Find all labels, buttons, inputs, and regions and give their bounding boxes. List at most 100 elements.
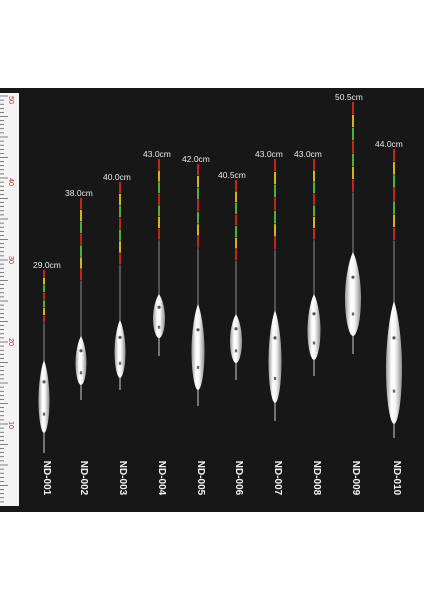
float-item [191,164,205,406]
float-tip-segment [43,277,45,285]
ruler-ticks [0,95,8,503]
float-logo-mark [234,349,238,353]
float-model-label: ND-007 [272,461,283,496]
float-tip-segment [352,102,354,115]
float-model-label: ND-009 [350,461,361,496]
float-body-highlight [352,273,354,315]
ruler-strip [0,93,19,506]
float-item [230,180,242,380]
float-tip-segment [43,300,45,308]
float-length-label: 44.0cm [375,139,403,149]
float-tip-segment [235,203,237,214]
float-model-label: ND-001 [41,461,52,496]
float-tip-segment [158,217,160,228]
float-tip-segment [352,140,354,154]
ruler-number-10: 10 [7,421,14,429]
float-logo-mark [118,335,122,339]
float-body-highlight [274,333,276,380]
float-tip-segment [274,224,276,237]
float-tip-segment [313,193,315,205]
product-photo: 50 40 30 20 10 29.0cm 38.0cm 40.0cm 43.0… [0,88,424,512]
float-model-label: ND-008 [311,461,322,496]
float-tip-segment [274,172,276,185]
float-tip-segment [313,205,315,217]
ruler-number-50: 50 [7,96,14,104]
float-logo-mark [392,336,396,340]
float-tip-segment [158,205,160,217]
float-model-label: ND-002 [78,461,89,496]
float-body-highlight [158,305,160,327]
float-tip-segment [274,237,276,250]
float-tip-segment [274,159,276,172]
ruler-number-20: 20 [7,338,14,346]
float-logo-mark [196,328,200,332]
float-tip-segment [197,164,199,176]
float-tip-segment [119,205,121,217]
float-logo-mark [312,341,316,345]
float-tip-segment [197,200,199,212]
float-logo-mark [234,327,238,331]
float-tip-segment [119,217,121,229]
float-tip-segment [274,185,276,198]
float-logo-mark [118,361,122,365]
float-tip-segment [393,188,395,201]
float-body-highlight [119,334,121,364]
float-tip-segment [119,182,121,194]
float-tip-segment [43,285,45,293]
float-length-label: 43.0cm [255,149,283,159]
float-body-highlight [393,331,395,394]
float-tip-segment [43,292,45,300]
float-body-highlight [43,378,45,415]
float-length-label: 38.0cm [65,188,93,198]
float-tip-segment [158,170,160,182]
float-model-label: ND-006 [233,461,244,496]
float-tip-segment [393,214,395,227]
float-tip-segment [313,182,315,194]
float-tip-segment [80,257,82,269]
float-logo-mark [392,389,396,393]
float-tip-segment [235,237,237,249]
float-tip-segment [43,315,45,323]
ruler-number-30: 30 [7,256,14,264]
float-model-label: ND-003 [117,461,128,496]
float-tip-segment [119,253,121,265]
float-model-label: ND-005 [195,461,206,496]
float-length-label: 29.0cm [33,260,61,270]
float-tip-segment [158,182,160,194]
float-length-label: 43.0cm [294,149,322,159]
float-item [38,270,50,453]
float-tip-segment [393,227,395,241]
float-group [38,102,402,453]
float-item [386,149,402,438]
float-tip-segment [313,228,315,240]
float-tip-segment [352,114,354,128]
float-length-label: 40.0cm [103,172,131,182]
float-item [268,159,282,421]
float-logo-mark [273,336,277,340]
float-tip-segment [197,188,199,200]
float-tip-segment [313,217,315,228]
float-tip-segment [235,180,237,191]
float-length-label: 43.0cm [143,149,171,159]
float-tip-segment [43,308,45,316]
float-item [75,198,87,400]
float-logo-mark [157,305,161,309]
ruler-number-40: 40 [7,178,14,186]
float-tip-segment [80,221,82,233]
float-tip-segment [352,153,354,166]
float-tip-segment [274,198,276,211]
float-tip-segment [393,175,395,188]
float-tip-segment [235,226,237,237]
float-tip-segment [119,193,121,206]
float-body-highlight [235,326,237,351]
float-item [345,102,361,354]
float-logo-mark [312,312,316,316]
float-tip-segment [80,198,82,210]
float-tip-segment [43,270,45,277]
float-model-label: ND-010 [391,461,402,496]
float-tip-segment [313,170,315,182]
float-tip-segment [158,159,160,170]
float-tip-segment [393,201,395,214]
measuring-ruler: 50 40 30 20 10 [0,93,19,506]
float-logo-mark [79,349,83,353]
